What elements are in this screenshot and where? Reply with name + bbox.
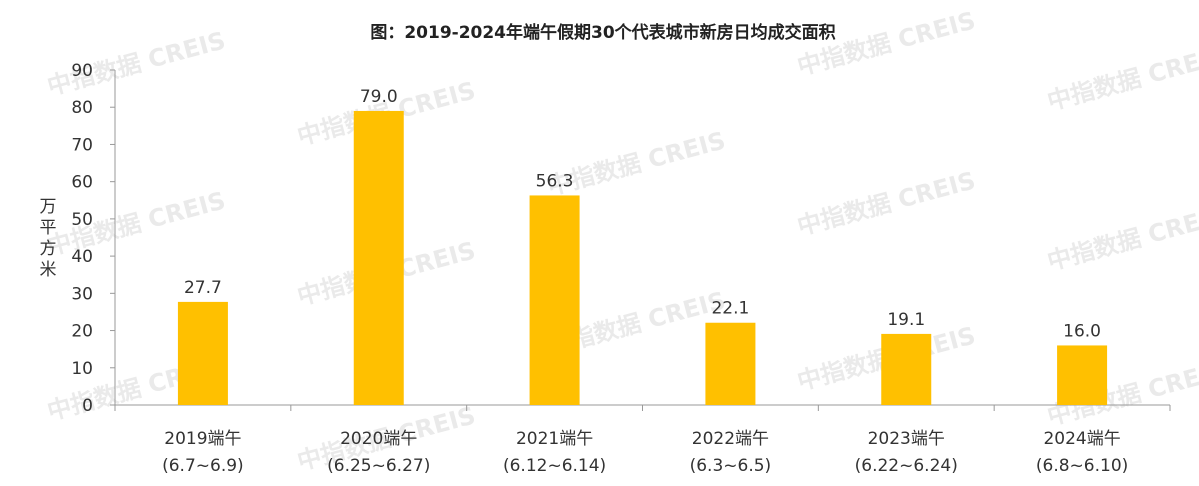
category-labels: 2019端午 (6.7~6.9) 2020端午 (6.25~6.27) 2021端午 (6… bbox=[162, 429, 1128, 476]
y-tick-label: 50 bbox=[71, 210, 93, 230]
chart-title: 图：2019-2024年端午假期30个代表城市新房日均成交面积 bbox=[370, 22, 835, 43]
watermark-text: 中指数据 CREIS bbox=[794, 6, 978, 80]
category-label: 2022端午 bbox=[692, 429, 769, 449]
y-tick-label: 10 bbox=[71, 359, 93, 379]
bar-value-label: 27.7 bbox=[184, 278, 222, 298]
category-date-label: (6.8~6.10) bbox=[1036, 456, 1128, 476]
category-label: 2020端午 bbox=[340, 429, 417, 449]
y-tick-label: 0 bbox=[82, 396, 93, 416]
category-date-label: (6.3~6.5) bbox=[690, 456, 772, 476]
bar-value-label: 79.0 bbox=[360, 87, 398, 107]
category-label: 2019端午 bbox=[164, 429, 241, 449]
watermark-text: 中指数据 CREIS bbox=[794, 166, 978, 240]
watermark-text: 中指数据 CREIS bbox=[1044, 201, 1199, 275]
bar-value-label: 56.3 bbox=[536, 171, 574, 191]
y-axis-label: 万平方米 bbox=[40, 197, 57, 280]
bar bbox=[353, 110, 404, 405]
bars bbox=[177, 110, 1108, 405]
category-label: 2024端午 bbox=[1043, 429, 1120, 449]
bar bbox=[177, 301, 228, 405]
bar-value-label: 16.0 bbox=[1063, 321, 1101, 341]
bar bbox=[1057, 345, 1108, 405]
y-tick-label: 20 bbox=[71, 322, 93, 342]
bar bbox=[529, 195, 580, 405]
category-date-label: (6.12~6.14) bbox=[503, 456, 606, 476]
category-label: 2021端午 bbox=[516, 429, 593, 449]
y-tick-label: 30 bbox=[71, 284, 93, 304]
category-date-label: (6.25~6.27) bbox=[327, 456, 430, 476]
y-tick-label: 90 bbox=[71, 61, 93, 81]
bar bbox=[705, 322, 756, 405]
value-labels: 27.7 79.0 56.3 22.1 19.1 16.0 bbox=[184, 87, 1101, 342]
y-tick-label: 60 bbox=[71, 173, 93, 193]
y-tick-label: 80 bbox=[71, 98, 93, 118]
axes: 0 10 20 30 40 50 60 70 80 90 bbox=[71, 61, 1171, 416]
category-date-label: (6.7~6.9) bbox=[162, 456, 244, 476]
watermark-text: 中指数据 CREIS bbox=[1044, 41, 1199, 115]
category-label: 2023端午 bbox=[868, 429, 945, 449]
bar-value-label: 22.1 bbox=[711, 299, 749, 319]
y-tick-label: 40 bbox=[71, 247, 93, 267]
bar bbox=[881, 333, 932, 405]
y-tick-label: 70 bbox=[71, 135, 93, 155]
bar-value-label: 19.1 bbox=[887, 310, 925, 330]
category-date-label: (6.22~6.24) bbox=[855, 456, 958, 476]
